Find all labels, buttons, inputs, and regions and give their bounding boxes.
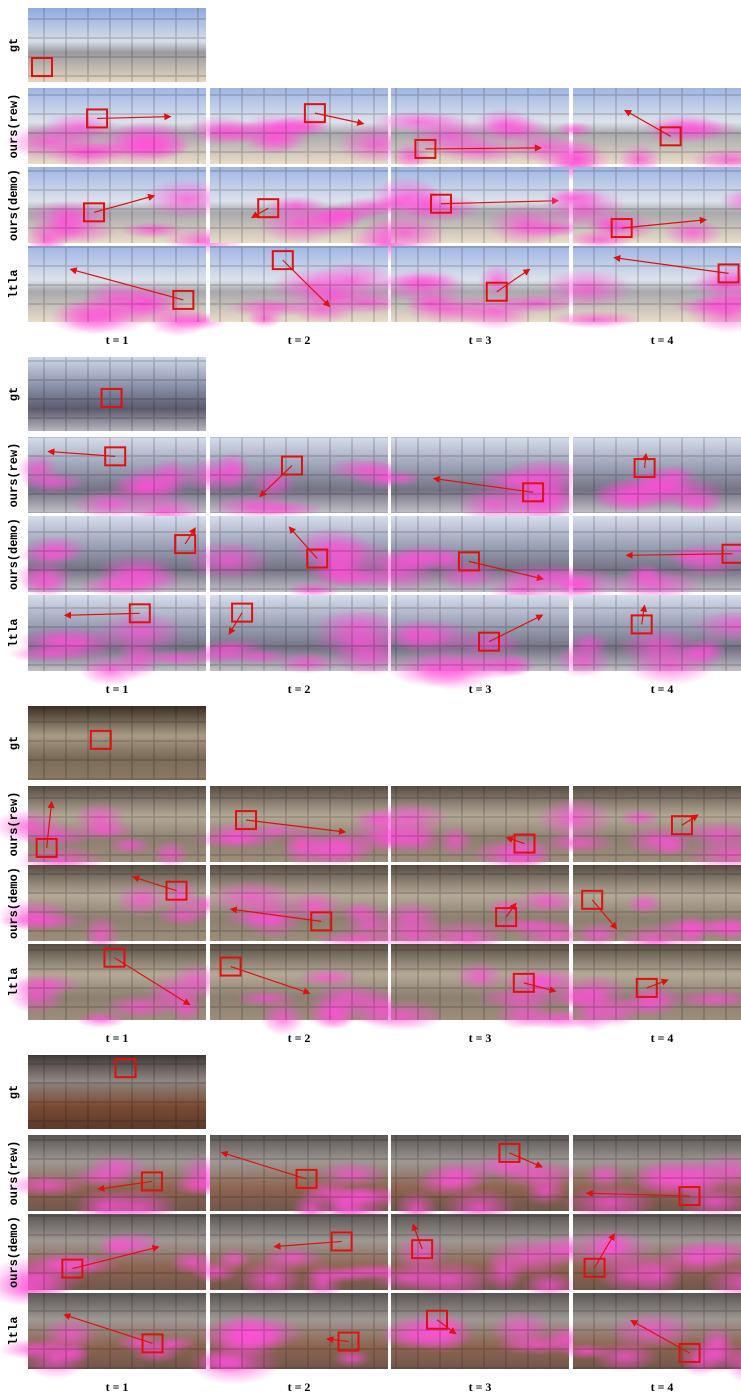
- tile-grid: [28, 167, 206, 243]
- tile-grid: [210, 865, 388, 941]
- row-label: ours(demo): [7, 867, 21, 939]
- tile-grid: [573, 167, 741, 243]
- row-label: ours(demo): [7, 518, 21, 590]
- tile-grid: [573, 786, 741, 862]
- tile-grid: [391, 1214, 569, 1290]
- tile-grid: [28, 8, 206, 82]
- figure: gt ours(rew) ours(demo) ltla t = 1 t = 2 t = 3…: [0, 0, 741, 1393]
- row-label: ours(demo): [7, 1216, 21, 1288]
- tile-grid: [573, 88, 741, 164]
- col-label: t = 1: [106, 1031, 129, 1045]
- page: {"panels": [ {"row_labels": ["gt", "ours…: [0, 0, 741, 1393]
- tile-grid: [28, 1135, 206, 1211]
- row-label: ours(rew): [7, 1141, 21, 1206]
- tile-grid: [573, 865, 741, 941]
- row-label: ours(rew): [7, 792, 21, 857]
- row-label: ours(rew): [7, 94, 21, 159]
- col-label: t = 4: [651, 682, 674, 696]
- row-label: ours(rew): [7, 443, 21, 508]
- tile-grid: [210, 944, 388, 1020]
- tile-grid: [210, 88, 388, 164]
- col-label: t = 3: [469, 1031, 492, 1045]
- col-label: t = 2: [288, 333, 311, 347]
- tile-grid: [28, 357, 206, 431]
- row-label: ours(demo): [7, 169, 21, 241]
- tile-grid: [28, 88, 206, 164]
- col-label: t = 3: [469, 333, 492, 347]
- tile-grid: [573, 1214, 741, 1290]
- col-label: t = 4: [651, 1031, 674, 1045]
- tile-grid: [210, 167, 388, 243]
- tile-grid: [573, 1135, 741, 1211]
- tile-grid: [210, 1214, 388, 1290]
- page-body: gt ours(rew) ours(demo) ltla t = 1 t = 2 t = 3…: [0, 0, 741, 1393]
- col-label: t = 3: [469, 682, 492, 696]
- tile-grid: [391, 865, 569, 941]
- tile-grid: [28, 944, 206, 1020]
- col-label: t = 1: [106, 1380, 129, 1393]
- row-label: gt: [7, 1085, 21, 1099]
- tile-grid: [28, 1214, 206, 1290]
- tile-grid: [391, 1135, 569, 1211]
- row-label: gt: [7, 38, 21, 52]
- row-label: ltla: [7, 270, 21, 299]
- tile-grid: [573, 246, 741, 322]
- tile-grid: [573, 595, 741, 671]
- row-label: ltla: [7, 968, 21, 997]
- row-label: ltla: [7, 619, 21, 648]
- col-label: t = 2: [288, 682, 311, 696]
- tile-grid: [573, 437, 741, 513]
- col-label: t = 2: [288, 1031, 311, 1045]
- tile-grid: [28, 595, 206, 671]
- tile-grid: [210, 516, 388, 592]
- tile-grid: [28, 246, 206, 322]
- tile-grid: [391, 1293, 569, 1369]
- row-label: ltla: [7, 1317, 21, 1346]
- col-label: t = 4: [651, 333, 674, 347]
- tile-grid: [210, 595, 388, 671]
- tile-grid: [210, 246, 388, 322]
- col-label: t = 3: [469, 1380, 492, 1393]
- tile-grid: [28, 786, 206, 862]
- tile-grid: [28, 865, 206, 941]
- tile-grid: [573, 1293, 741, 1369]
- tile-grid: [28, 706, 206, 780]
- tile-grid: [28, 1055, 206, 1129]
- col-label: t = 4: [651, 1380, 674, 1393]
- row-label: gt: [7, 736, 21, 750]
- col-label: t = 2: [288, 1380, 311, 1393]
- tile-grid: [28, 1293, 206, 1369]
- col-label: t = 1: [106, 682, 129, 696]
- row-label: gt: [7, 387, 21, 401]
- tile-grid: [210, 1293, 388, 1369]
- col-label: t = 1: [106, 333, 129, 347]
- tile-grid: [391, 944, 569, 1020]
- tile-grid: [210, 1135, 388, 1211]
